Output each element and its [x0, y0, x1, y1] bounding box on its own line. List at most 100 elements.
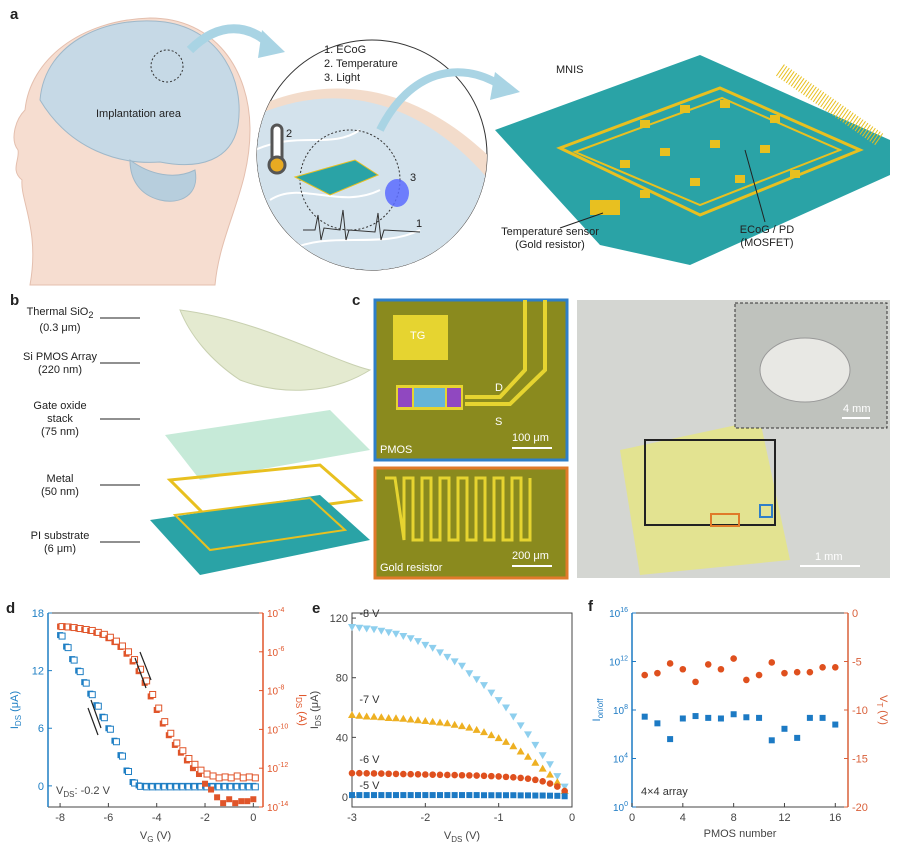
data-point — [414, 771, 422, 778]
label-sub: on/off — [596, 698, 605, 719]
data-point-log-forward — [238, 798, 245, 805]
data-point — [553, 773, 562, 781]
data-point — [546, 761, 554, 769]
data-point — [554, 792, 561, 799]
data-point-vt — [679, 665, 687, 673]
tick-label: 8 — [731, 812, 737, 824]
data-point — [531, 758, 540, 766]
tick-label: 0 — [250, 812, 256, 824]
data-point — [399, 714, 408, 722]
data-point — [538, 764, 547, 772]
data-point — [377, 627, 386, 635]
layer-gate-oxide: Gate oxide stack (75 nm) — [18, 400, 102, 439]
panel-letter-a: a — [10, 6, 19, 23]
sweep-arrow-icon — [134, 657, 147, 689]
series-label: -6 V — [359, 754, 380, 766]
tick-label: -1 — [494, 812, 504, 824]
tick-label: 0 — [629, 812, 635, 824]
layer-thickness: (220 nm) — [37, 364, 83, 376]
layer-name: Si PMOS Array — [23, 351, 97, 363]
data-point — [422, 771, 429, 778]
data-point — [458, 771, 466, 779]
data-point — [480, 682, 488, 690]
data-point-linear-reverse — [106, 725, 114, 733]
label-main: PMOS number — [704, 828, 777, 840]
label-main: V — [877, 695, 889, 703]
data-point — [531, 741, 540, 749]
data-point — [370, 626, 378, 634]
data-point — [547, 792, 553, 799]
y2-tick-label: 10-6 — [267, 646, 284, 659]
y2-tick-label: 10-8 — [267, 685, 284, 698]
data-point — [385, 792, 392, 799]
data-point-on-off — [819, 714, 826, 721]
data-point-linear-reverse — [82, 679, 90, 687]
data-point-vt — [755, 671, 763, 679]
data-point — [509, 713, 518, 721]
data-point — [480, 772, 488, 780]
data-point — [480, 728, 488, 736]
data-point-vt — [768, 659, 776, 666]
data-point-on-off — [730, 711, 737, 718]
data-point-linear-reverse — [58, 632, 66, 640]
data-point-vt — [704, 661, 712, 668]
label-unit: (μA) — [9, 691, 21, 715]
data-point-linear-reverse — [125, 768, 133, 776]
panel-letter-e: e — [312, 600, 321, 617]
data-point — [472, 676, 481, 684]
data-point — [363, 769, 370, 777]
data-point — [466, 772, 473, 779]
data-point — [517, 774, 524, 782]
data-point — [436, 649, 444, 657]
data-point-on-off — [705, 714, 712, 721]
data-point — [444, 771, 451, 779]
tick-label: -10 — [852, 705, 868, 717]
data-point — [400, 770, 407, 778]
modality-2: 2. Temperature — [324, 58, 398, 70]
panel-letter-f: f — [588, 598, 593, 615]
pmos-label: PMOS — [380, 444, 413, 456]
tick-label: -20 — [852, 802, 868, 814]
tick-label: 80 — [336, 673, 348, 685]
data-point — [385, 770, 392, 778]
mnis-device-illustration — [495, 55, 890, 265]
inset-scale-bar: 4 mm — [843, 403, 871, 415]
data-point — [509, 742, 518, 750]
device-photo — [577, 300, 890, 578]
tick-base: 10 — [267, 687, 279, 698]
data-point — [539, 778, 546, 785]
data-point — [355, 711, 364, 719]
data-point-vt — [692, 678, 699, 686]
data-point — [428, 644, 437, 652]
layer-name: Thermal SiO — [26, 306, 89, 318]
data-point — [370, 770, 378, 777]
tick-base: 10 — [267, 648, 279, 659]
data-point-log-forward — [232, 800, 239, 807]
data-point-vt — [654, 669, 661, 677]
y-tick-label: 100 — [613, 801, 628, 814]
implantation-label: Implantation area — [96, 108, 181, 120]
data-point — [451, 792, 458, 799]
data-point-log-reverse — [112, 637, 120, 645]
tick-exponent: 16 — [620, 607, 628, 614]
layer-name: PI substrate — [30, 530, 90, 542]
data-point-vt — [793, 668, 801, 676]
data-point — [406, 635, 415, 643]
label-sub: G — [147, 835, 153, 844]
data-point-log-reverse — [221, 773, 229, 781]
data-point-linear-reverse — [64, 644, 72, 652]
layer-thickness: (75 nm) — [41, 426, 79, 438]
data-point-log-reverse — [197, 766, 205, 774]
tick-label: 0 — [569, 812, 575, 824]
data-point-log-reverse — [185, 755, 193, 762]
tick-label: 120 — [330, 613, 348, 625]
data-point-on-off — [756, 714, 763, 721]
photo-scale-bar: 1 mm — [815, 551, 843, 563]
temp-sensor-label: Temperature sensor (Gold resistor) — [485, 226, 615, 252]
layer-thickness: (0.3 μm) — [39, 322, 81, 335]
data-point-vt — [806, 668, 814, 676]
tick-label: 40 — [336, 732, 348, 744]
layer-name: Metal — [46, 473, 74, 485]
label-main: V — [140, 830, 148, 842]
y-axis-label: Ion/off — [591, 698, 605, 722]
